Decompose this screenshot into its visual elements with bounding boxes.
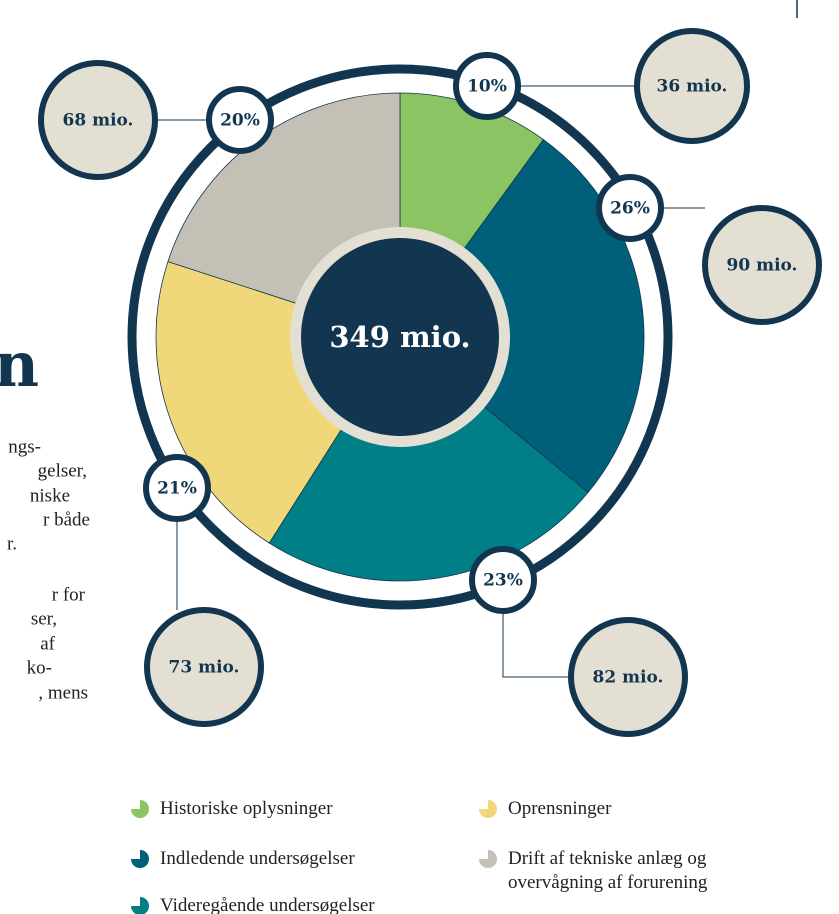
percent-label: 23% xyxy=(483,571,523,591)
amount-bubble xyxy=(144,607,264,727)
body-text-fragment: , mens xyxy=(38,682,88,703)
amount-label: 82 mio. xyxy=(593,668,664,688)
legend-item: Videregående undersøgelser xyxy=(130,894,420,914)
body-text-fragment: niske xyxy=(30,485,70,506)
legend-swatch xyxy=(131,897,149,914)
legend-swatch xyxy=(479,850,497,868)
amount-bubble xyxy=(634,28,750,144)
amount-bubble xyxy=(568,617,688,737)
amount-bubble xyxy=(702,205,822,325)
legend-label: Historiske oplysninger xyxy=(160,798,333,819)
legend-swatch xyxy=(479,800,497,818)
amount-label: 68 mio. xyxy=(63,111,134,131)
legend-swatch xyxy=(131,850,149,868)
body-text-fragment: ko- xyxy=(27,657,52,678)
amount-bubble xyxy=(38,60,158,180)
legend-item: Drift af tekniske anlæg og overvågning a… xyxy=(478,847,768,895)
legend-label: Videregående undersøgelser xyxy=(160,895,375,914)
connector xyxy=(502,612,571,678)
legend-item: Historiske oplysninger xyxy=(130,797,420,821)
pie-slice xyxy=(268,336,589,582)
body-text-fragment: ser, xyxy=(31,608,57,629)
legend-label: Indledende undersøgelser xyxy=(160,848,355,869)
legend-icon xyxy=(131,800,149,818)
percent-bubble xyxy=(143,454,211,522)
percent-bubble xyxy=(469,546,537,614)
legend-item: Oprensninger xyxy=(478,797,768,821)
legend-icon xyxy=(479,850,497,868)
legend-item: Indledende undersøgelser xyxy=(130,847,420,871)
percent-bubble xyxy=(596,174,664,242)
legend-label: Oprensninger xyxy=(508,798,612,819)
legend-icon xyxy=(479,800,497,818)
amount-label: 90 mio. xyxy=(727,256,798,276)
body-text-fragment: ngs- xyxy=(8,436,41,457)
percent-label: 20% xyxy=(220,111,260,131)
legend-icon xyxy=(131,897,149,914)
percent-bubble xyxy=(453,52,521,120)
heading-fragment: n xyxy=(0,328,39,401)
body-text-fragment: af xyxy=(40,633,55,654)
center-total xyxy=(301,238,499,436)
legend-swatch xyxy=(131,800,149,818)
legend-icon xyxy=(131,850,149,868)
outer-ring xyxy=(127,64,673,610)
amount-label: 73 mio. xyxy=(169,658,240,678)
percent-label: 10% xyxy=(467,77,507,97)
percent-label: 26% xyxy=(610,199,650,219)
body-text-fragment: r både xyxy=(43,509,90,530)
percent-bubble xyxy=(206,86,274,154)
pie-slice xyxy=(399,139,645,494)
legend-label: Drift af tekniske anlæg og overvågning a… xyxy=(508,848,708,893)
amount-label: 36 mio. xyxy=(657,77,728,97)
total-label: 349 mio. xyxy=(329,320,470,354)
body-text-fragment: r for xyxy=(52,584,86,605)
body-text-fragment: r. xyxy=(7,533,17,554)
percent-label: 21% xyxy=(157,479,197,499)
body-text-fragment: gelser, xyxy=(38,460,87,481)
